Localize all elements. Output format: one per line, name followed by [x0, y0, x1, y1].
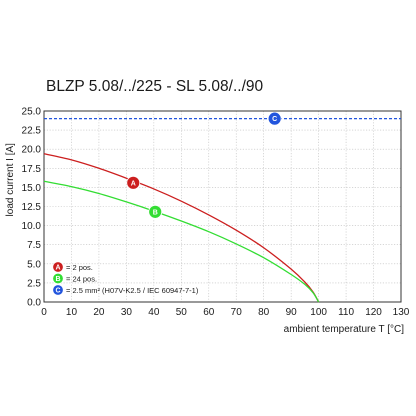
x-tick-label: 120: [365, 307, 382, 318]
x-axis-label: ambient temperature T [°C]: [284, 324, 405, 335]
y-tick-label: 15.0: [22, 183, 42, 194]
y-axis-label: load current I [A]: [5, 143, 16, 217]
y-tick-label: 22.5: [22, 126, 42, 137]
legend-text: = 24 pos.: [66, 274, 97, 283]
curve-marker-c: C: [267, 111, 282, 126]
legend-item-c: C = 2.5 mm² (H07V-K2.5 / IEC 60947-7-1): [52, 284, 199, 296]
marker-circle: [267, 111, 282, 126]
x-tick-label: 80: [258, 307, 270, 318]
legend-marker: [52, 261, 64, 273]
y-tick-label: 20.0: [22, 145, 42, 156]
y-tick-label: 7.5: [27, 240, 41, 251]
marker-label: C: [272, 116, 277, 123]
legend-marker-label: B: [55, 276, 60, 283]
curve-marker-a: A: [126, 175, 141, 190]
x-tick-label: 100: [310, 307, 327, 318]
legend-marker-label: C: [55, 287, 60, 294]
legend-item-a: A = 2 pos.: [52, 261, 93, 273]
legend-text: = 2.5 mm² (H07V-K2.5 / IEC 60947-7-1): [66, 286, 199, 295]
y-tick-label: 5.0: [27, 259, 41, 270]
legend-item-b: B = 24 pos.: [52, 272, 97, 284]
y-tick-label: 25.0: [22, 107, 42, 118]
x-tick-label: 60: [203, 307, 215, 318]
x-tick-label: 40: [148, 307, 160, 318]
marker-label: B: [153, 209, 158, 216]
series-lines: [43, 117, 401, 303]
y-tick-label: 2.5: [27, 278, 41, 289]
legend-marker: [52, 272, 64, 284]
x-tick-label: 50: [176, 307, 188, 318]
y-tick-label: 17.5: [22, 164, 42, 175]
legend-marker-label: A: [55, 264, 60, 271]
x-tick-label: 90: [286, 307, 298, 318]
series-markers: A B C: [126, 111, 282, 219]
x-tick-label: 30: [121, 307, 133, 318]
curve-marker-b: B: [148, 204, 163, 219]
grid: [43, 110, 402, 303]
marker-label: A: [131, 180, 136, 187]
legend-text: = 2 pos.: [66, 263, 93, 272]
plot-frame: [43, 110, 402, 303]
legend: A = 2 pos. B = 24 pos. C = 2.5 mm² (H07V-K2.5…: [52, 261, 199, 296]
x-tick-label: 10: [66, 307, 78, 318]
x-tick-label: 20: [93, 307, 105, 318]
x-tick-label: 110: [338, 307, 354, 318]
y-tick-label: 0.0: [27, 298, 41, 309]
y-tick-label: 10.0: [22, 221, 42, 232]
x-tick-label: 0: [41, 307, 47, 318]
marker-circle: [148, 204, 163, 219]
x-tick-label: 70: [231, 307, 243, 318]
series-line-b: [43, 180, 320, 303]
marker-circle: [126, 175, 141, 190]
x-tick-label: 130: [393, 307, 410, 318]
series-line-a: [43, 153, 320, 303]
chart-title: BLZP 5.08/../225 - SL 5.08/../90: [46, 78, 264, 95]
axis-ticks: 0 10 20 30 40 50 60 70 80 90 100 110 120 130 0.0 2.5 5.0…: [22, 107, 410, 319]
y-tick-label: 12.5: [22, 202, 42, 213]
legend-marker: [52, 284, 64, 296]
